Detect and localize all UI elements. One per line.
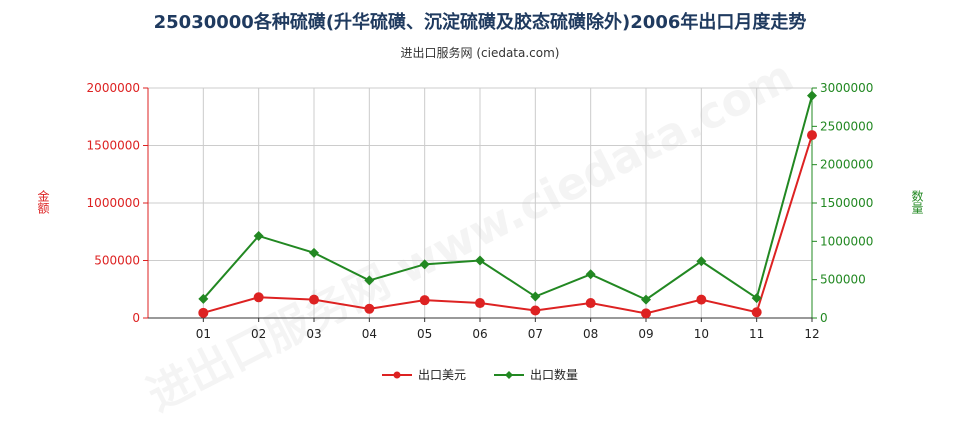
data-point-right: [641, 294, 651, 305]
chart-plot: 0 500000 1000000 1500000 2000000 0 500000 10000…: [87, 81, 874, 341]
y-right-tick-label: 2500000: [820, 119, 873, 133]
legend-label-left-series: 出口美元: [417, 368, 466, 382]
chart-title: 25030000各种硫磺(升华硫磺、沉淀硫磺及胶态硫磺除外)2006年出口月度走…: [153, 12, 807, 33]
data-point-right: [253, 230, 264, 241]
y-axis-left-label: 金额: [36, 190, 50, 214]
data-point-right: [309, 247, 319, 258]
x-tick-label: 04: [362, 327, 377, 341]
chart-page: 25030000各种硫磺(升华硫磺、沉淀硫磺及胶态硫磺除外)2006年出口月度走…: [0, 12, 960, 421]
series-line-left: [203, 134, 813, 315]
data-point-right: [585, 269, 596, 280]
y-right-tick-label: 2000000: [820, 158, 873, 172]
data-point-left: [475, 298, 485, 309]
x-tick-label: 01: [196, 327, 211, 341]
data-point-left: [751, 307, 762, 318]
series-line-right: [202, 95, 813, 301]
x-tick-label: 12: [804, 327, 819, 341]
y-right-tick-label: 0: [820, 311, 828, 325]
data-point-right: [530, 291, 541, 302]
data-point-left: [419, 295, 430, 306]
x-tick-label: 09: [638, 327, 653, 341]
data-point-right: [807, 90, 817, 101]
x-tick-label: 06: [472, 327, 487, 341]
y-right-tick-label: 1000000: [820, 234, 873, 248]
y-right-tick-label: 3000000: [820, 81, 873, 95]
y-left-tick-label: 500000: [94, 254, 140, 268]
x-tick-label: 05: [417, 327, 432, 341]
x-tick-label: 11: [749, 327, 764, 341]
x-tick-label: 03: [306, 327, 321, 341]
x-tick-label: 07: [528, 327, 543, 341]
y-right-tick-label: 500000: [820, 273, 866, 287]
y-axis-right-label: 数量: [910, 190, 924, 214]
legend-label-right-series: 出口数量: [530, 368, 579, 382]
legend: 出口美元 出口数量: [0, 366, 960, 383]
legend-item-right-series[interactable]: 出口数量: [494, 366, 578, 383]
y-right-tick-label: 1500000: [820, 196, 873, 210]
data-point-left: [696, 294, 707, 305]
legend-swatch-right-series: [494, 370, 524, 379]
y-left-tick-label: 1000000: [87, 196, 140, 210]
data-point-right: [419, 259, 430, 270]
y-left-tick-label: 2000000: [87, 81, 140, 95]
data-point-right: [475, 255, 485, 266]
x-tick-label: 02: [251, 327, 266, 341]
y-left-tick-label: 0: [132, 311, 140, 325]
data-point-right: [751, 293, 762, 304]
x-tick-label: 08: [583, 327, 598, 341]
data-point-left: [253, 292, 264, 303]
data-point-left: [807, 130, 817, 141]
x-tick-label: 10: [694, 327, 709, 341]
data-point-left: [641, 308, 651, 319]
data-point-left: [530, 305, 541, 316]
y-left-tick-label: 1500000: [87, 139, 140, 153]
chart-subtitle: 进出口服务网 (ciedata.com): [400, 46, 560, 60]
data-point-left: [585, 298, 596, 309]
legend-item-left-series[interactable]: 出口美元: [381, 366, 466, 383]
legend-swatch-left-series: [381, 371, 412, 378]
data-point-left: [198, 307, 209, 318]
data-point-left: [364, 303, 375, 314]
data-point-right: [696, 256, 707, 267]
data-point-right: [364, 275, 375, 286]
data-point-right: [198, 293, 209, 304]
data-point-left: [309, 294, 319, 305]
